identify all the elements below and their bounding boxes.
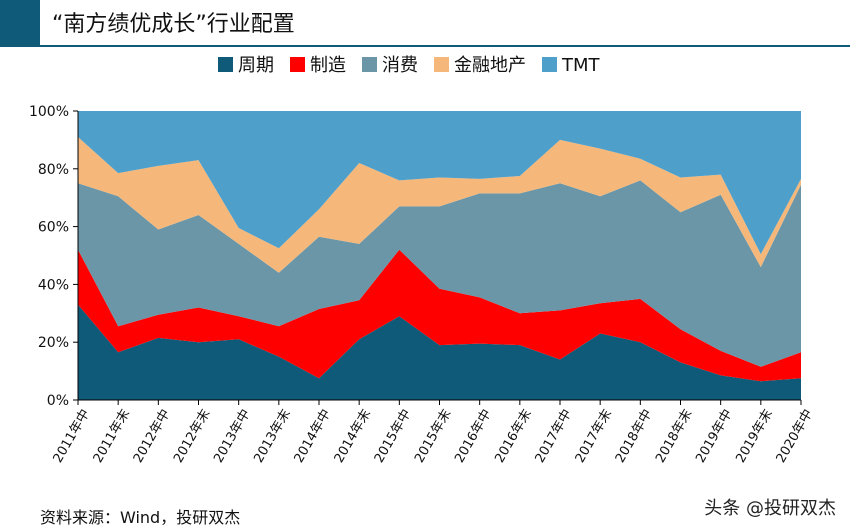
x-tick-label: 2013年末 (251, 407, 294, 466)
y-tick-label: 100% (29, 104, 69, 120)
x-tick-label: 2018年中 (613, 407, 656, 466)
title-underline (0, 45, 850, 47)
y-tick-label: 40% (38, 277, 69, 293)
legend-swatch (218, 57, 233, 72)
x-tick-label: 2016年中 (452, 407, 495, 466)
legend-item-4: 金融地产 (434, 55, 526, 76)
area-series-2 (78, 249, 801, 382)
x-tick-label: 2020年中 (774, 407, 817, 466)
legend-item-5: TMT (542, 55, 601, 76)
title-accent-block (0, 0, 40, 46)
x-tick-label: 2013年中 (211, 407, 254, 466)
legend-swatch (290, 57, 305, 72)
x-tick-label: 2017年中 (533, 407, 576, 466)
x-tick-label: 2011年末 (91, 407, 134, 466)
legend-item-3: 消费 (362, 55, 418, 76)
legend-label: 制造 (310, 55, 346, 76)
y-tick-label: 60% (38, 220, 69, 236)
x-tick-label: 2014年中 (292, 407, 335, 466)
x-tick-label: 2012年末 (171, 407, 214, 466)
legend-label: 周期 (238, 55, 274, 76)
x-tick-label: 2011年中 (51, 407, 94, 466)
legend-swatch (542, 57, 557, 72)
x-tick-label: 2019年中 (693, 407, 736, 466)
chart-title: “南方绩优成长”行业配置 (52, 12, 295, 37)
x-tick-label: 2012年中 (131, 407, 174, 466)
legend-item-2: 制造 (290, 55, 346, 76)
x-tick-label: 2018年末 (653, 407, 696, 466)
source-note: 资料来源：Wind，投研双杰 (40, 508, 241, 527)
legend-swatch (434, 57, 449, 72)
title-bar: “南方绩优成长”行业配置 (0, 0, 850, 47)
area-series-1 (78, 304, 801, 400)
x-tick-label: 2016年末 (492, 407, 535, 466)
area-series-5 (78, 111, 801, 255)
x-tick-label: 2019年末 (733, 407, 776, 466)
legend-label: TMT (561, 55, 601, 76)
watermark: 头条 @投研双杰 (704, 498, 836, 519)
legend-label: 金融地产 (454, 55, 526, 76)
y-tick-label: 80% (38, 162, 69, 178)
y-tick-label: 20% (38, 335, 69, 351)
legend-label: 消费 (382, 55, 418, 76)
x-tick-label: 2015年末 (412, 407, 455, 466)
x-tick-label: 2015年中 (372, 407, 415, 466)
legend-swatch (362, 57, 377, 72)
area-series-3 (78, 180, 801, 367)
legend: 周期 制造 消费 金融地产 TMT (218, 55, 601, 76)
area-series-4 (78, 137, 801, 273)
stacked-area-chart: 周期 制造 消费 金融地产 TMT 0%20%40%60%80%100%2011年中20… (29, 55, 817, 466)
x-tick-label: 2017年末 (573, 407, 616, 466)
legend-item-1: 周期 (218, 55, 274, 76)
y-tick-label: 0% (47, 393, 69, 409)
area-series-group (78, 111, 801, 400)
x-tick-label: 2014年末 (332, 407, 375, 466)
